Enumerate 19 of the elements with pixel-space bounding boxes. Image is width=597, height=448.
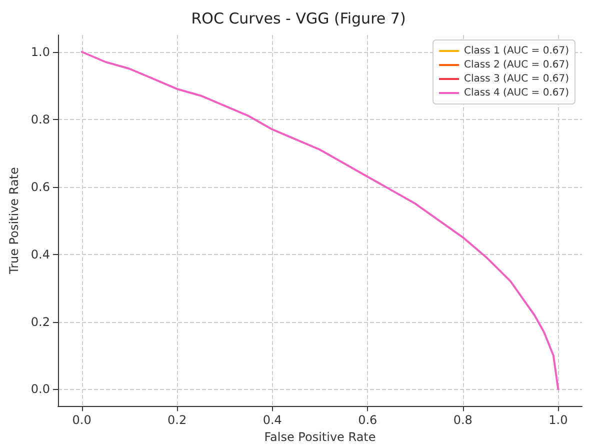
y-tick-label: 1.0: [30, 44, 50, 59]
x-tick-label: 1.0: [548, 413, 568, 428]
legend-label: Class 4 (AUC = 0.67): [464, 88, 570, 98]
x-tick-label: 0.2: [168, 413, 187, 428]
legend-label: Class 2 (AUC = 0.67): [464, 60, 570, 70]
x-tick-label: 0.6: [358, 413, 378, 428]
y-tick-label: 0.2: [30, 314, 50, 329]
y-tick-label: 0.6: [30, 180, 50, 194]
x-tick-label: 0.4: [262, 413, 282, 428]
legend-label: Class 3 (AUC = 0.67): [464, 74, 570, 84]
x-tick-label: 0.0: [72, 413, 92, 428]
x-tick-label: 0.8: [453, 413, 472, 428]
x-axis-title: False Positive Rate: [264, 430, 376, 444]
y-tick-label: 0.8: [30, 112, 50, 126]
y-tick-label: 0.0: [30, 382, 50, 396]
y-tick-label: 0.4: [30, 247, 50, 262]
y-axis-title: True Positive Rate: [7, 167, 21, 276]
chart-title: ROC Curves - VGG (Figure 7): [191, 10, 406, 28]
legend-label: Class 1 (AUC = 0.67): [464, 46, 570, 56]
